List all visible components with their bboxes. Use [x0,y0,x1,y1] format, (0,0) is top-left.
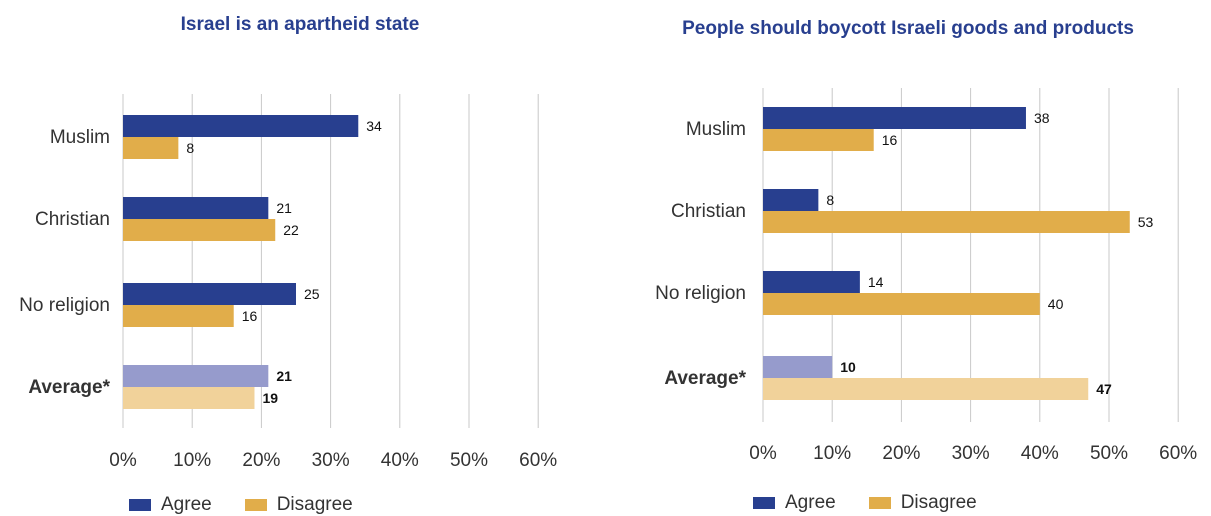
legend-swatch-disagree [868,497,891,509]
x-tick-label: 0% [109,450,137,471]
bar-disagree-average [123,387,255,409]
x-tick-label: 60% [519,450,557,471]
x-tick-label: 40% [381,450,419,471]
data-label-disagree-muslim: 16 [882,132,898,148]
data-label-agree-muslim: 34 [366,118,382,134]
chart-boycott: People should boycott Israeli goods and … [605,0,1211,516]
bar-agree-average [763,356,833,378]
data-label-disagree-average: 19 [262,390,278,406]
x-tick-label: 10% [813,443,851,464]
category-label-christian: Christian [671,201,746,222]
legend-item-disagree: Disagree [868,492,977,514]
bar-chart-svg: 0% 10% 20% 30% 40% 50% 60% Muslim 38 16 Christian 8… [655,88,1197,464]
data-label-agree-muslim: 38 [1034,110,1050,126]
legend-label-agree: Agree [785,492,836,513]
category-label-muslim: Muslim [50,127,110,148]
data-label-disagree-average: 47 [1096,381,1112,397]
legend-label-disagree: Disagree [900,492,977,513]
x-tick-label: 10% [173,450,211,471]
data-label-disagree-muslim: 8 [186,140,194,156]
legend-swatch-agree [129,499,151,511]
bar-disagree-christian [763,211,1130,233]
chart-legend: Agree Disagree [129,494,386,516]
x-tick-label: 0% [749,443,777,464]
bar-disagree-average [763,378,1089,400]
bar-agree-no-religion [123,283,296,305]
bar-agree-average [123,365,269,387]
x-tick-label: 60% [1159,443,1197,464]
legend-item-disagree: Disagree [244,494,353,516]
bar-agree-no-religion [763,271,860,293]
bar-agree-christian [763,189,819,211]
x-tick-label: 40% [1021,443,1059,464]
x-tick-label: 50% [1090,443,1128,464]
bar-disagree-no-religion [763,293,1040,315]
legend-item-agree: Agree [129,494,212,516]
chart-apartheid: Israel is an apartheid state 0% 10% 20% 30%… [0,0,600,516]
data-label-agree-no-religion: 14 [868,274,884,290]
legend-swatch-disagree [244,499,267,511]
bar-disagree-no-religion [123,305,234,327]
x-tick-label: 30% [312,450,350,471]
chart-title: Israel is an apartheid state [180,14,420,35]
x-tick-label: 50% [450,450,488,471]
chart-legend: Agree Disagree [753,492,1010,514]
data-label-disagree-christian: 22 [283,222,299,238]
data-label-disagree-christian: 53 [1138,214,1154,230]
data-label-agree-no-religion: 25 [304,286,320,302]
legend-item-agree: Agree [753,492,836,514]
chart-title: People should boycott Israeli goods and … [682,18,1134,39]
bar-disagree-muslim [763,129,874,151]
legend-label-agree: Agree [161,494,212,515]
data-label-disagree-no-religion: 40 [1048,296,1064,312]
legend-swatch-agree [753,497,775,509]
data-label-agree-average: 21 [276,368,292,384]
x-tick-label: 30% [952,443,990,464]
x-tick-label: 20% [882,443,920,464]
bar-disagree-christian [123,219,276,241]
bar-agree-muslim [763,107,1026,129]
x-tick-label: 20% [242,450,280,471]
category-label-average: Average* [28,377,110,398]
category-label-average: Average* [664,368,746,389]
bar-chart-svg: 0% 10% 20% 30% 40% 50% 60% Muslim 34 8 Christian 21… [19,94,557,471]
bar-agree-muslim [123,115,359,137]
bar-agree-christian [123,197,269,219]
data-label-agree-christian: 8 [826,192,834,208]
data-label-disagree-no-religion: 16 [242,308,258,324]
bar-disagree-muslim [123,137,179,159]
category-label-no-religion: No religion [19,295,110,316]
data-label-agree-christian: 21 [276,200,292,216]
legend-label-disagree: Disagree [276,494,353,515]
category-label-christian: Christian [35,209,110,230]
data-label-agree-average: 10 [840,359,856,375]
category-label-muslim: Muslim [686,119,746,140]
category-label-no-religion: No religion [655,283,746,304]
